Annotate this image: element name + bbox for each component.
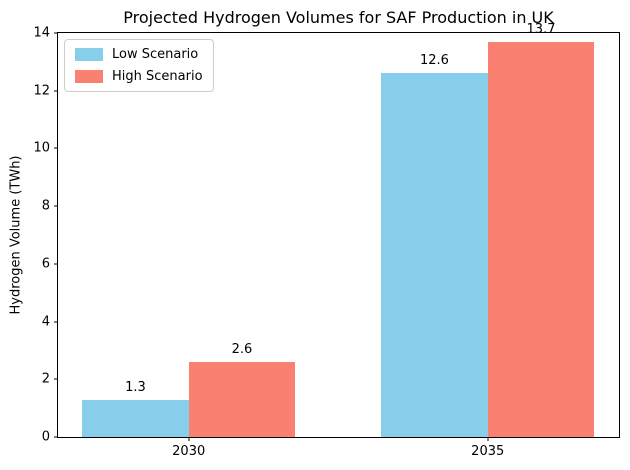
bar-value-label: 1.3 <box>125 379 146 395</box>
plot-area: Low Scenario High Scenario 0 2 4 6 8 10 12 14 203… <box>33 22 620 459</box>
y-tick-label: 14 <box>33 25 50 41</box>
x-tick-label: 2030 <box>172 444 206 459</box>
y-tick-mark <box>54 321 58 323</box>
y-tick-label: 6 <box>41 256 50 272</box>
x-tick-label: 2035 <box>471 444 505 459</box>
y-tick-label: 4 <box>41 314 50 330</box>
bar <box>381 73 488 437</box>
y-tick-mark <box>54 263 58 265</box>
x-tick-mark <box>188 437 190 441</box>
legend-label: High Scenario <box>112 69 203 84</box>
y-axis-label: Hydrogen Volume (TWh) <box>8 155 24 315</box>
y-tick-label: 12 <box>33 83 50 99</box>
bar <box>487 41 595 437</box>
legend-swatch <box>75 70 103 83</box>
y-tick-mark <box>54 436 58 438</box>
legend-swatch <box>75 48 103 61</box>
bar-value-label: 13.7 <box>526 21 556 37</box>
chart-title: Projected Hydrogen Volumes for SAF Produ… <box>123 8 554 27</box>
y-tick-mark <box>54 90 58 92</box>
y-tick-mark <box>54 32 58 34</box>
bar <box>188 361 296 437</box>
legend-entry: High Scenario <box>75 69 203 84</box>
y-tick-mark <box>54 147 58 149</box>
legend-entry: Low Scenario <box>75 47 203 62</box>
y-tick-label: 10 <box>33 140 50 156</box>
legend: Low Scenario High Scenario <box>64 39 214 92</box>
y-tick-label: 2 <box>41 371 50 387</box>
bar-value-label: 12.6 <box>419 53 449 69</box>
bar-value-label: 2.6 <box>231 341 253 357</box>
y-tick-label: 8 <box>41 198 50 214</box>
y-tick-mark <box>54 378 58 380</box>
y-tick-mark <box>54 205 58 207</box>
y-tick-label: 0 <box>41 429 50 445</box>
legend-label: Low Scenario <box>112 47 199 62</box>
bar <box>82 399 189 437</box>
x-tick-mark <box>487 437 489 441</box>
